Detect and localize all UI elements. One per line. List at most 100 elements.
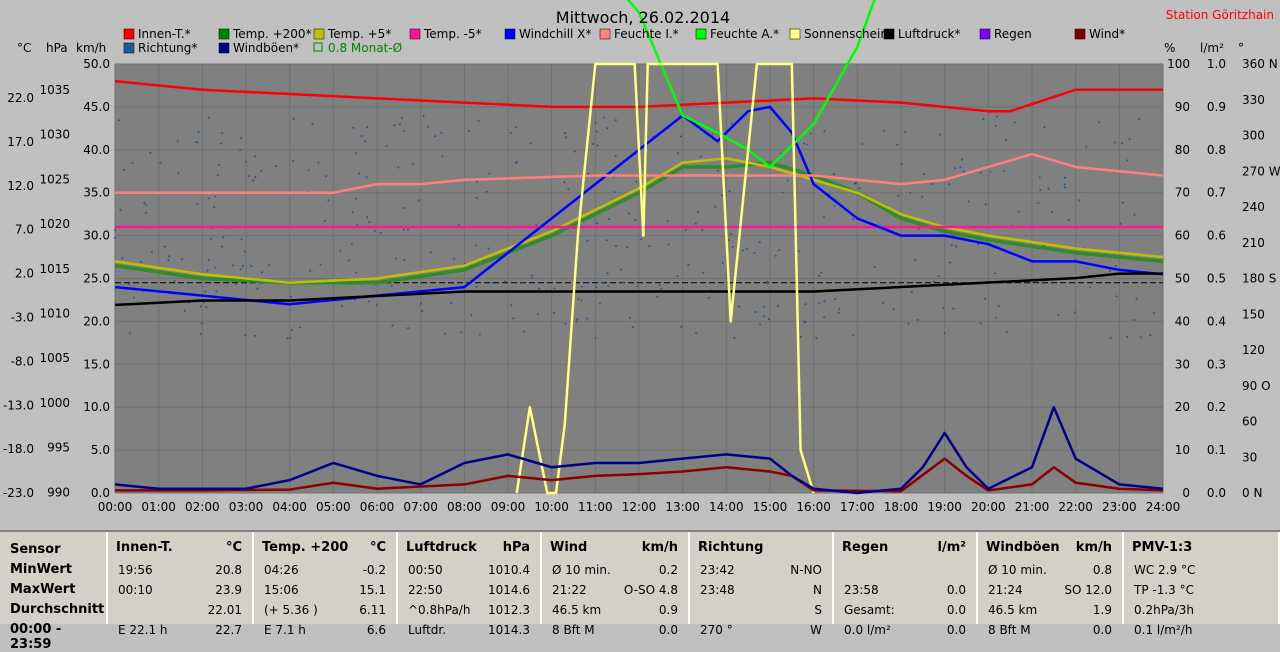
- pressure-tick-label: 1020: [39, 217, 70, 231]
- summary-cell-left: WC 2.9 °C: [1134, 563, 1196, 577]
- rain-tick-label: 0.9: [1207, 100, 1226, 114]
- column-title: Luftdruck: [406, 540, 477, 555]
- direction-point: [586, 239, 589, 242]
- summary-cell-right: 0.0: [946, 623, 966, 637]
- direction-point: [240, 238, 243, 241]
- direction-point: [143, 201, 146, 204]
- direction-point: [1037, 202, 1040, 205]
- direction-point: [453, 257, 456, 260]
- direction-point: [1119, 222, 1122, 225]
- direction-point: [351, 211, 354, 214]
- summary-row: Luftdr. 1014.3: [404, 623, 534, 639]
- x-tick-label: 09:00: [491, 500, 526, 514]
- direction-point: [1113, 141, 1116, 144]
- direction-point: [982, 117, 985, 120]
- summary-cell-left: 8 Bft M: [988, 623, 1031, 637]
- direction-point: [1137, 118, 1140, 121]
- summary-table: Sensor MinWert MaxWert Durchschnitt 00:00 - …: [0, 530, 1280, 652]
- humidity-tick-label: 100: [1167, 57, 1190, 71]
- summary-cell-left: Ø 10 min.: [988, 563, 1047, 577]
- summary-cell-left: (+ 5.36 ): [264, 603, 318, 617]
- rain-tick-label: 0.3: [1207, 357, 1226, 371]
- direction-point: [1078, 199, 1081, 202]
- direction-point: [774, 254, 777, 257]
- temp-tick-label: 7.0: [15, 223, 34, 237]
- direction-point: [1013, 121, 1016, 124]
- direction-point: [421, 309, 424, 312]
- direction-point: [763, 315, 766, 318]
- wind-tick-label: 30.0: [83, 229, 110, 243]
- summary-row: 19:56 20.8: [114, 563, 246, 579]
- series-line: [114, 105, 1164, 306]
- direction-point: [239, 268, 242, 271]
- direction-point: [350, 242, 353, 245]
- summary-cell-left: 270 °: [700, 623, 733, 637]
- direction-point: [823, 299, 826, 302]
- legend-swatch: [979, 28, 991, 40]
- direction-point: [594, 121, 597, 124]
- direction-point: [122, 168, 125, 171]
- summary-cell-right: 1.9: [1092, 603, 1112, 617]
- direction-point: [183, 309, 186, 312]
- direction-point: [803, 142, 806, 145]
- direction-point: [977, 243, 980, 246]
- direction-point: [1043, 126, 1046, 129]
- direction-point: [1149, 334, 1152, 337]
- series-line: [115, 457, 1164, 493]
- direction-point: [239, 149, 242, 152]
- direction-point: [606, 272, 609, 275]
- rain-tick-label: 0.6: [1207, 229, 1226, 243]
- direction-point: [204, 290, 207, 293]
- direction-point: [394, 257, 397, 260]
- direction-point: [804, 320, 807, 323]
- summary-row: E 7.1 h 6.6: [260, 623, 390, 639]
- direction-point: [354, 197, 357, 200]
- direction-point: [745, 247, 748, 250]
- direction-point: [503, 280, 506, 283]
- direction-point: [667, 243, 670, 246]
- direction-point: [833, 204, 836, 207]
- direction-point: [232, 264, 235, 267]
- direction-point: [1017, 210, 1020, 213]
- direction-point: [636, 285, 639, 288]
- direction-point: [707, 296, 710, 299]
- pressure-tick-label: 1000: [39, 396, 70, 410]
- summary-cell-left: ^0.8hPa/h: [408, 603, 471, 617]
- direction-point: [168, 255, 171, 258]
- direction-point: [626, 246, 629, 249]
- direction-point: [159, 161, 162, 164]
- direction-point: [838, 307, 841, 310]
- direction-point: [959, 166, 962, 169]
- direction-point: [553, 311, 556, 314]
- direction-point: [538, 287, 541, 290]
- summary-cell-left: 21:24: [988, 583, 1023, 597]
- summary-row: TP -1.3 °C: [1130, 583, 1272, 599]
- direction-point: [133, 296, 136, 299]
- direction-point: [217, 163, 220, 166]
- direction-point: [861, 143, 864, 146]
- direction-point: [529, 142, 532, 145]
- direction-point: [441, 155, 444, 158]
- direction-point: [614, 154, 617, 157]
- summary-row: 23:58 0.0: [840, 583, 970, 599]
- direction-point: [365, 176, 368, 179]
- legend-swatch: [218, 28, 230, 40]
- pressure-tick-label: 990: [47, 485, 70, 499]
- row-label: MaxWert: [10, 582, 76, 597]
- legend-swatch: [599, 28, 611, 40]
- direction-point: [1120, 142, 1123, 145]
- legend-label: Sonnenschein*: [804, 27, 894, 41]
- row-label: 00:00 - 23:59: [10, 622, 62, 652]
- summary-cell-right: 22.7: [215, 623, 242, 637]
- legend-label: Wind*: [1089, 27, 1125, 41]
- direction-point: [1115, 295, 1118, 298]
- column-title: Wind: [550, 540, 588, 555]
- direction-point: [325, 175, 328, 178]
- summary-cell-right: 0.2: [658, 563, 678, 577]
- direction-point: [289, 296, 292, 299]
- series-line: [114, 160, 1164, 285]
- legend-swatch: [1074, 28, 1086, 40]
- direction-point: [635, 180, 638, 183]
- summary-cell-left: 00:50: [408, 563, 443, 577]
- direction-point: [427, 125, 430, 128]
